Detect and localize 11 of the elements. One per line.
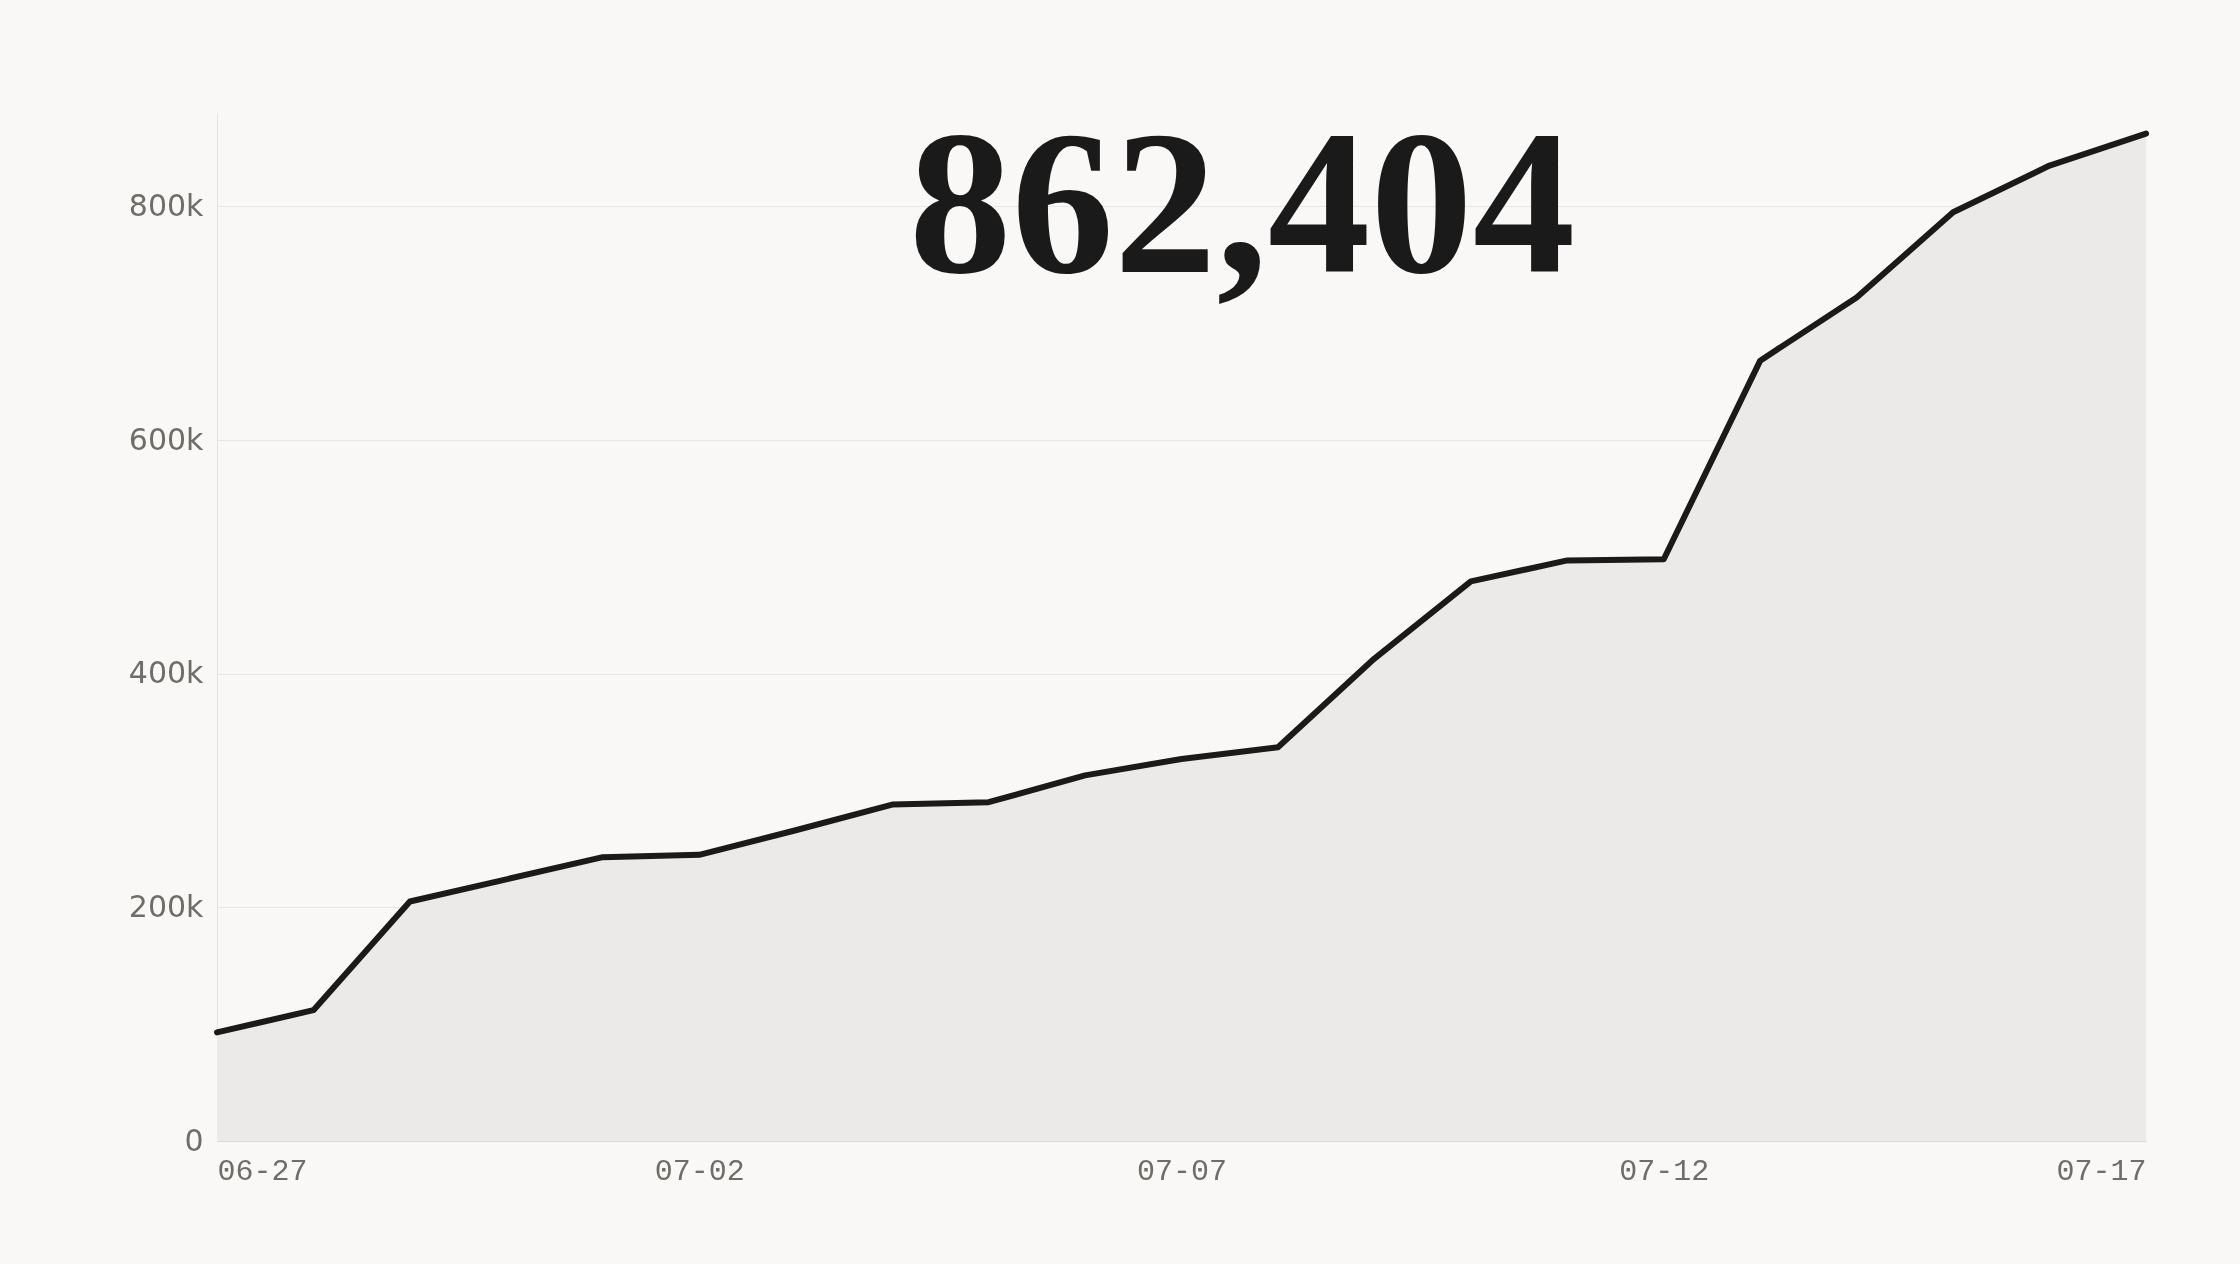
x-tick-label: 07-07 [1136,1154,1228,1189]
y-tick-label: 600k [128,421,205,457]
chart-title: 862,404 [908,89,1576,316]
y-tick-label: 200k [128,888,205,924]
x-tick-label: 07-02 [654,1154,745,1189]
y-tick-label: 400k [128,655,205,691]
x-tick-label: 07-12 [1619,1154,1710,1189]
y-tick-label: 0 [184,1122,204,1158]
x-tick-label: 07-17 [2056,1154,2147,1189]
y-tick-label: 800k [128,187,205,223]
x-tick-label: 06-27 [217,1154,308,1189]
